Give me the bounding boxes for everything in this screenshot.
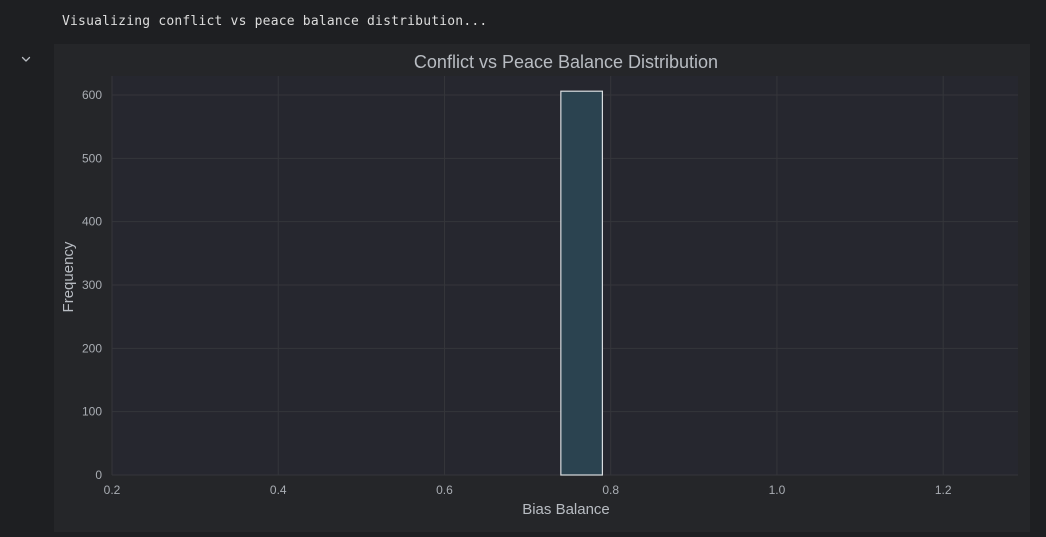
y-axis-label: Frequency bbox=[60, 241, 77, 312]
histogram-bar bbox=[560, 90, 604, 476]
chart-title: Conflict vs Peace Balance Distribution bbox=[414, 52, 718, 72]
plot-area: 0 100 200 300 400 500 600 0.2 0.4 0.6 0.8 1.0 1.2 bbox=[82, 76, 1018, 497]
chevron-down-icon bbox=[21, 56, 31, 62]
y-tick-label: 500 bbox=[82, 151, 102, 165]
x-tick-label: 0.6 bbox=[436, 483, 453, 497]
y-tick-label: 400 bbox=[82, 215, 102, 229]
histogram-chart: Conflict vs Peace Balance Distribution B… bbox=[60, 52, 1018, 518]
chart-figure: Conflict vs Peace Balance Distribution B… bbox=[54, 44, 1030, 532]
y-tick-label: 600 bbox=[82, 88, 102, 102]
collapse-output-toggle[interactable] bbox=[17, 50, 35, 68]
y-tick-label: 200 bbox=[82, 341, 102, 355]
cell-output-text: Visualizing conflict vs peace balance di… bbox=[62, 14, 488, 29]
x-tick-label: 0.8 bbox=[602, 483, 619, 497]
y-tick-label: 100 bbox=[82, 405, 102, 419]
y-tick-label: 0 bbox=[95, 468, 102, 482]
x-tick-label: 0.4 bbox=[270, 483, 287, 497]
x-axis-label: Bias Balance bbox=[522, 501, 610, 518]
x-tick-label: 0.2 bbox=[104, 483, 121, 497]
x-tick-label: 1.2 bbox=[935, 483, 952, 497]
x-tick-label: 1.0 bbox=[769, 483, 786, 497]
y-tick-label: 300 bbox=[82, 278, 102, 292]
